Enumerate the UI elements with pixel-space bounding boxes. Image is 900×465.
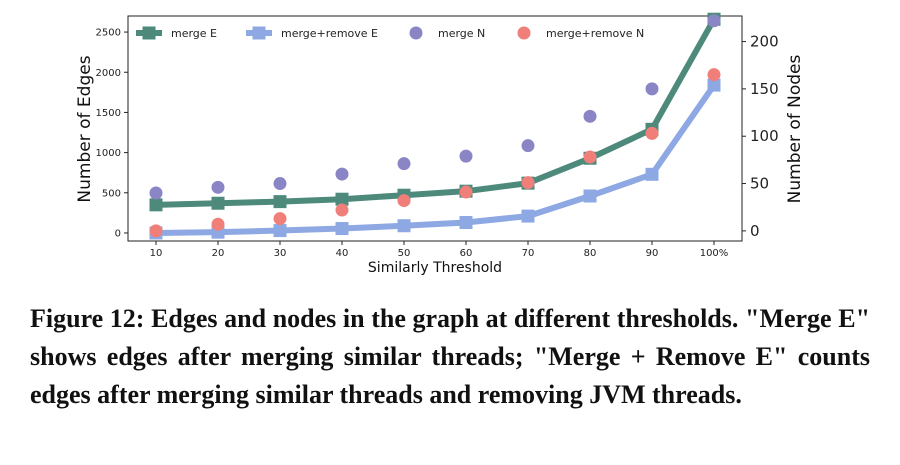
point-merge-remove-e	[645, 167, 659, 181]
x-axis-ticks: 10 20 30 40 50 60 70 80 90 100%	[150, 241, 729, 259]
legend-marker	[517, 26, 531, 40]
legend-marker	[142, 26, 156, 40]
point-merge-remove-e	[521, 209, 535, 223]
point-merge-n	[645, 82, 659, 96]
x-tick-label: 100%	[700, 248, 729, 259]
point-merge-remove-n	[707, 68, 721, 82]
x-axis-title: Similarly Threshold	[368, 260, 502, 276]
point-merge-n	[397, 157, 411, 171]
x-tick-label: 10	[150, 248, 163, 259]
left-tick-label: 500	[102, 188, 121, 199]
point-merge-e	[211, 196, 225, 210]
point-merge-remove-n	[211, 217, 225, 231]
point-merge-remove-n	[521, 176, 535, 190]
series-line-merge-e	[155, 17, 717, 208]
right-tick-label: 0	[750, 222, 760, 240]
point-merge-remove-e	[583, 189, 597, 203]
right-tick-label: 200	[750, 33, 779, 51]
point-merge-n	[521, 139, 535, 153]
left-tick-label: 0	[115, 228, 121, 239]
legend: merge E merge+remove E merge N merge+remove…	[136, 26, 644, 40]
y2-axis-title: Number of Nodes	[785, 55, 805, 204]
point-merge-n	[211, 180, 225, 194]
x-tick-label: 40	[336, 248, 349, 259]
left-tick-label: 1500	[96, 108, 121, 119]
legend-marker	[409, 26, 423, 40]
point-merge-remove-e	[397, 219, 411, 233]
figure-caption: Figure 12: Edges and nodes in the graph …	[30, 304, 870, 409]
x-tick-label: 70	[522, 248, 535, 259]
x-tick-label: 90	[646, 248, 659, 259]
point-merge-n	[583, 109, 597, 123]
left-tick-label: 2500	[96, 28, 121, 39]
series-line-merge-remove-e	[155, 83, 717, 236]
right-tick-label: 100	[750, 127, 779, 145]
legend-label: merge E	[171, 27, 217, 40]
point-merge-n	[459, 149, 473, 163]
point-merge-remove-n	[583, 150, 597, 164]
point-merge-remove-n	[397, 194, 411, 208]
right-tick-label: 150	[750, 80, 779, 98]
point-merge-e	[273, 195, 287, 209]
y-axis-title: Number of Edges	[75, 55, 95, 202]
right-tick-label: 50	[750, 175, 769, 193]
x-tick-label: 80	[584, 248, 597, 259]
right-axis-ticks: 0 50 100 150 200	[742, 33, 779, 240]
left-tick-label: 1000	[96, 148, 121, 159]
point-merge-remove-e	[707, 78, 721, 92]
x-tick-label: 20	[212, 248, 225, 259]
point-merge-remove-n	[273, 212, 287, 226]
left-tick-label: 2000	[96, 68, 121, 79]
point-merge-n	[335, 167, 349, 181]
x-tick-label: 60	[460, 248, 473, 259]
point-merge-n	[149, 186, 163, 200]
legend-label: merge N	[438, 27, 485, 40]
point-merge-e	[335, 192, 349, 206]
point-merge-remove-n	[459, 185, 473, 199]
series-layer	[149, 12, 721, 240]
point-merge-n	[707, 14, 721, 28]
point-merge-n	[273, 177, 287, 191]
point-merge-e	[149, 198, 163, 212]
x-tick-label: 50	[398, 248, 411, 259]
legend-label: merge+remove E	[281, 27, 378, 40]
legend-label: merge+remove N	[546, 27, 644, 40]
point-merge-remove-n	[149, 224, 163, 238]
edges-nodes-chart: 0 500 1000 1500 2000 2500 0 50 100 150 200 10 20 30…	[75, 12, 805, 276]
x-tick-label: 30	[274, 248, 287, 259]
point-merge-remove-e	[335, 222, 349, 236]
legend-marker	[252, 26, 266, 40]
point-merge-remove-e	[273, 224, 287, 238]
point-merge-remove-e	[459, 216, 473, 230]
point-merge-remove-n	[335, 203, 349, 217]
plot-frame	[127, 15, 743, 242]
point-merge-remove-n	[645, 126, 659, 140]
left-axis-ticks: 0 500 1000 1500 2000 2500	[96, 28, 128, 239]
